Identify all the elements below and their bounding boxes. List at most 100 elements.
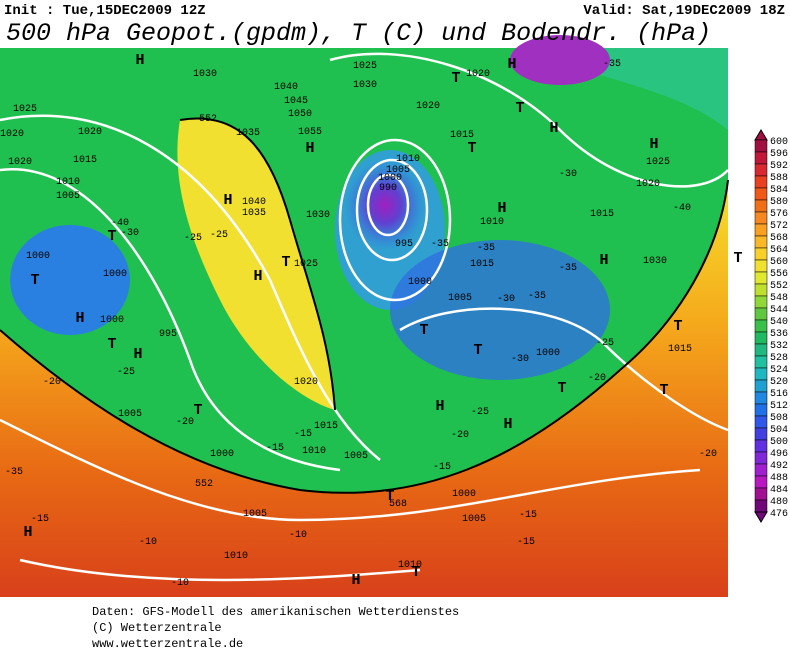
contour-label: 990 [379, 183, 397, 194]
contour-label: 1000 [408, 277, 432, 288]
contour-label: 1015 [314, 421, 338, 432]
init-time: Init : Tue,15DEC2009 12Z [4, 3, 206, 19]
pressure-center: H [497, 200, 506, 217]
contour-label: 1010 [302, 446, 326, 457]
contour-label: -15 [519, 510, 537, 521]
contour-label: 1030 [306, 210, 330, 221]
contour-label: 1000 [103, 269, 127, 280]
legend-label: 584 [770, 185, 788, 196]
contour-label: -35 [528, 291, 546, 302]
contour-label: -20 [699, 449, 717, 460]
pressure-center: H [223, 192, 232, 209]
contour-label: 1005 [462, 514, 486, 525]
contour-label: -25 [471, 407, 489, 418]
contour-label: -30 [559, 169, 577, 180]
contour-label: -35 [477, 243, 495, 254]
contour-label: 1000 [210, 449, 234, 460]
pressure-center: T [30, 272, 39, 289]
legend-label: 600 [770, 137, 788, 148]
legend-swatch [754, 235, 768, 249]
contour-label: 1015 [590, 209, 614, 220]
contour-label: 1005 [448, 293, 472, 304]
legend-swatch [754, 259, 768, 273]
contour-label: 1010 [396, 154, 420, 165]
pressure-center: H [649, 136, 658, 153]
contour-label: 1025 [294, 259, 318, 270]
contour-label: -15 [294, 429, 312, 440]
legend-label: 548 [770, 293, 788, 304]
legend-swatch [754, 295, 768, 309]
contour-label: 1050 [288, 109, 312, 120]
color-legend: 6005965925885845805765725685645605565525… [754, 129, 788, 523]
contour-label: 1005 [56, 191, 80, 202]
pressure-center: T [473, 342, 482, 359]
legend-swatch [754, 379, 768, 393]
pressure-center: H [133, 346, 142, 363]
legend-label: 596 [770, 149, 788, 160]
legend-swatch [754, 223, 768, 237]
contour-label: 1030 [193, 69, 217, 80]
contour-label: -25 [596, 338, 614, 349]
pressure-center: H [351, 572, 360, 589]
pressure-center: T [411, 564, 420, 581]
contour-label: 995 [159, 329, 177, 340]
contour-label: 1045 [284, 96, 308, 107]
contour-label: 1015 [73, 155, 97, 166]
contour-label: 1010 [224, 551, 248, 562]
contour-label: 1055 [298, 127, 322, 138]
pressure-center: T [107, 336, 116, 353]
pressure-center: T [733, 250, 742, 267]
legend-cap [754, 511, 768, 523]
legend-swatch [754, 367, 768, 381]
legend-swatch [754, 163, 768, 177]
legend-swatch [754, 487, 768, 501]
legend-swatch [754, 187, 768, 201]
legend-label: 524 [770, 365, 788, 376]
pressure-center: H [435, 398, 444, 415]
legend-label: 532 [770, 341, 788, 352]
footer-line: Daten: GFS-Modell des amerikanischen Wet… [92, 605, 459, 619]
pressure-center: T [467, 140, 476, 157]
contour-label: 1005 [344, 451, 368, 462]
legend-label: 556 [770, 269, 788, 280]
contour-label: -10 [289, 530, 307, 541]
legend-label: 480 [770, 497, 788, 508]
legend-swatch [754, 391, 768, 405]
legend-label: 488 [770, 473, 788, 484]
pressure-center: T [193, 402, 202, 419]
pressure-center: T [281, 254, 290, 271]
contour-label: -30 [497, 294, 515, 305]
contour-label: 1010 [398, 560, 422, 571]
legend-swatch [754, 355, 768, 369]
contour-label: 1020 [0, 129, 24, 140]
legend-label: 492 [770, 461, 788, 472]
contour-label: -15 [517, 537, 535, 548]
contour-label: -30 [511, 354, 529, 365]
legend-swatch [754, 139, 768, 153]
contour-label: 1000 [378, 173, 402, 184]
legend-label: 552 [770, 281, 788, 292]
contour-label: 1030 [353, 80, 377, 91]
pressure-center: H [599, 252, 608, 269]
legend-label: 520 [770, 377, 788, 388]
legend-swatch [754, 475, 768, 489]
pressure-center: H [507, 56, 516, 73]
contour-label: 1000 [26, 251, 50, 262]
contour-label: 1000 [452, 489, 476, 500]
footer-line: www.wetterzentrale.de [92, 637, 243, 648]
contour-label: 1040 [242, 197, 266, 208]
legend-swatch [754, 415, 768, 429]
legend-label: 496 [770, 449, 788, 460]
legend-swatch [754, 199, 768, 213]
legend-label: 516 [770, 389, 788, 400]
contour-label: 1015 [470, 259, 494, 270]
legend-label: 476 [770, 509, 788, 520]
contour-label: 1000 [100, 315, 124, 326]
contour-label: 1035 [236, 128, 260, 139]
contour-label: -20 [451, 430, 469, 441]
legend-label: 512 [770, 401, 788, 412]
legend-label: 500 [770, 437, 788, 448]
legend-label: 592 [770, 161, 788, 172]
